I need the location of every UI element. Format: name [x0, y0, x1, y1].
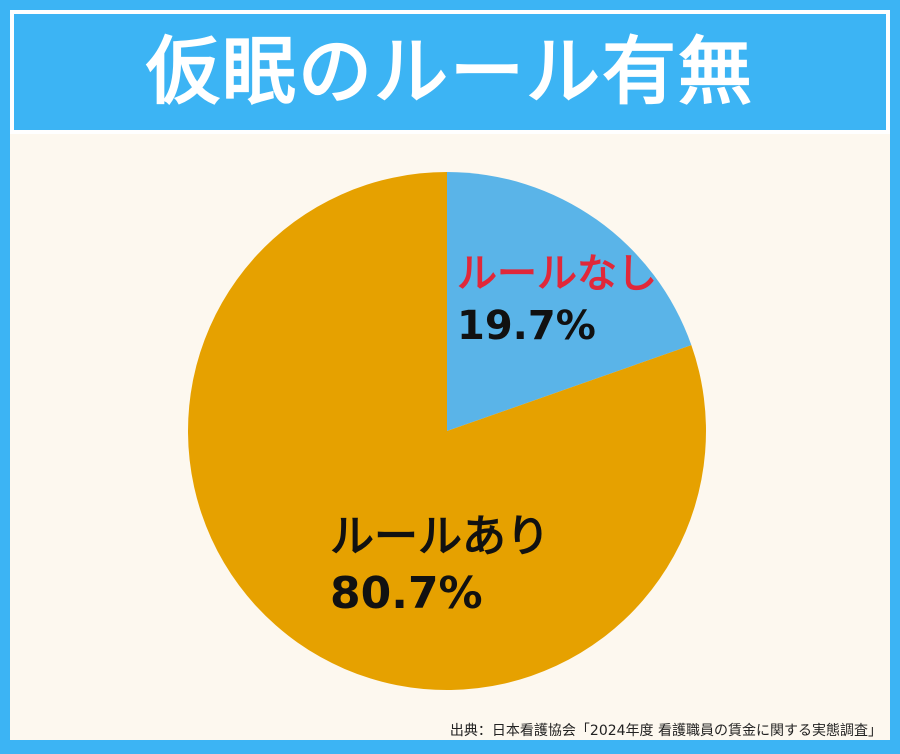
pie-slice-0 [447, 172, 692, 431]
source-note: 出典：日本看護協会「2024年度 看護職員の賃金に関する実態調査」 [449, 723, 882, 739]
pie-slice-1 [187, 172, 706, 691]
slice-value-ari: 80.7% [330, 568, 483, 619]
chart-title: 仮眠のルール有無 [146, 29, 754, 115]
slice-value-nashi: 19.7% [457, 303, 596, 349]
title-band: 仮眠のルール有無 [10, 10, 890, 134]
slice-label-nashi: ルールなし [457, 251, 657, 297]
slice-label-ari: ルールあり [330, 511, 550, 562]
